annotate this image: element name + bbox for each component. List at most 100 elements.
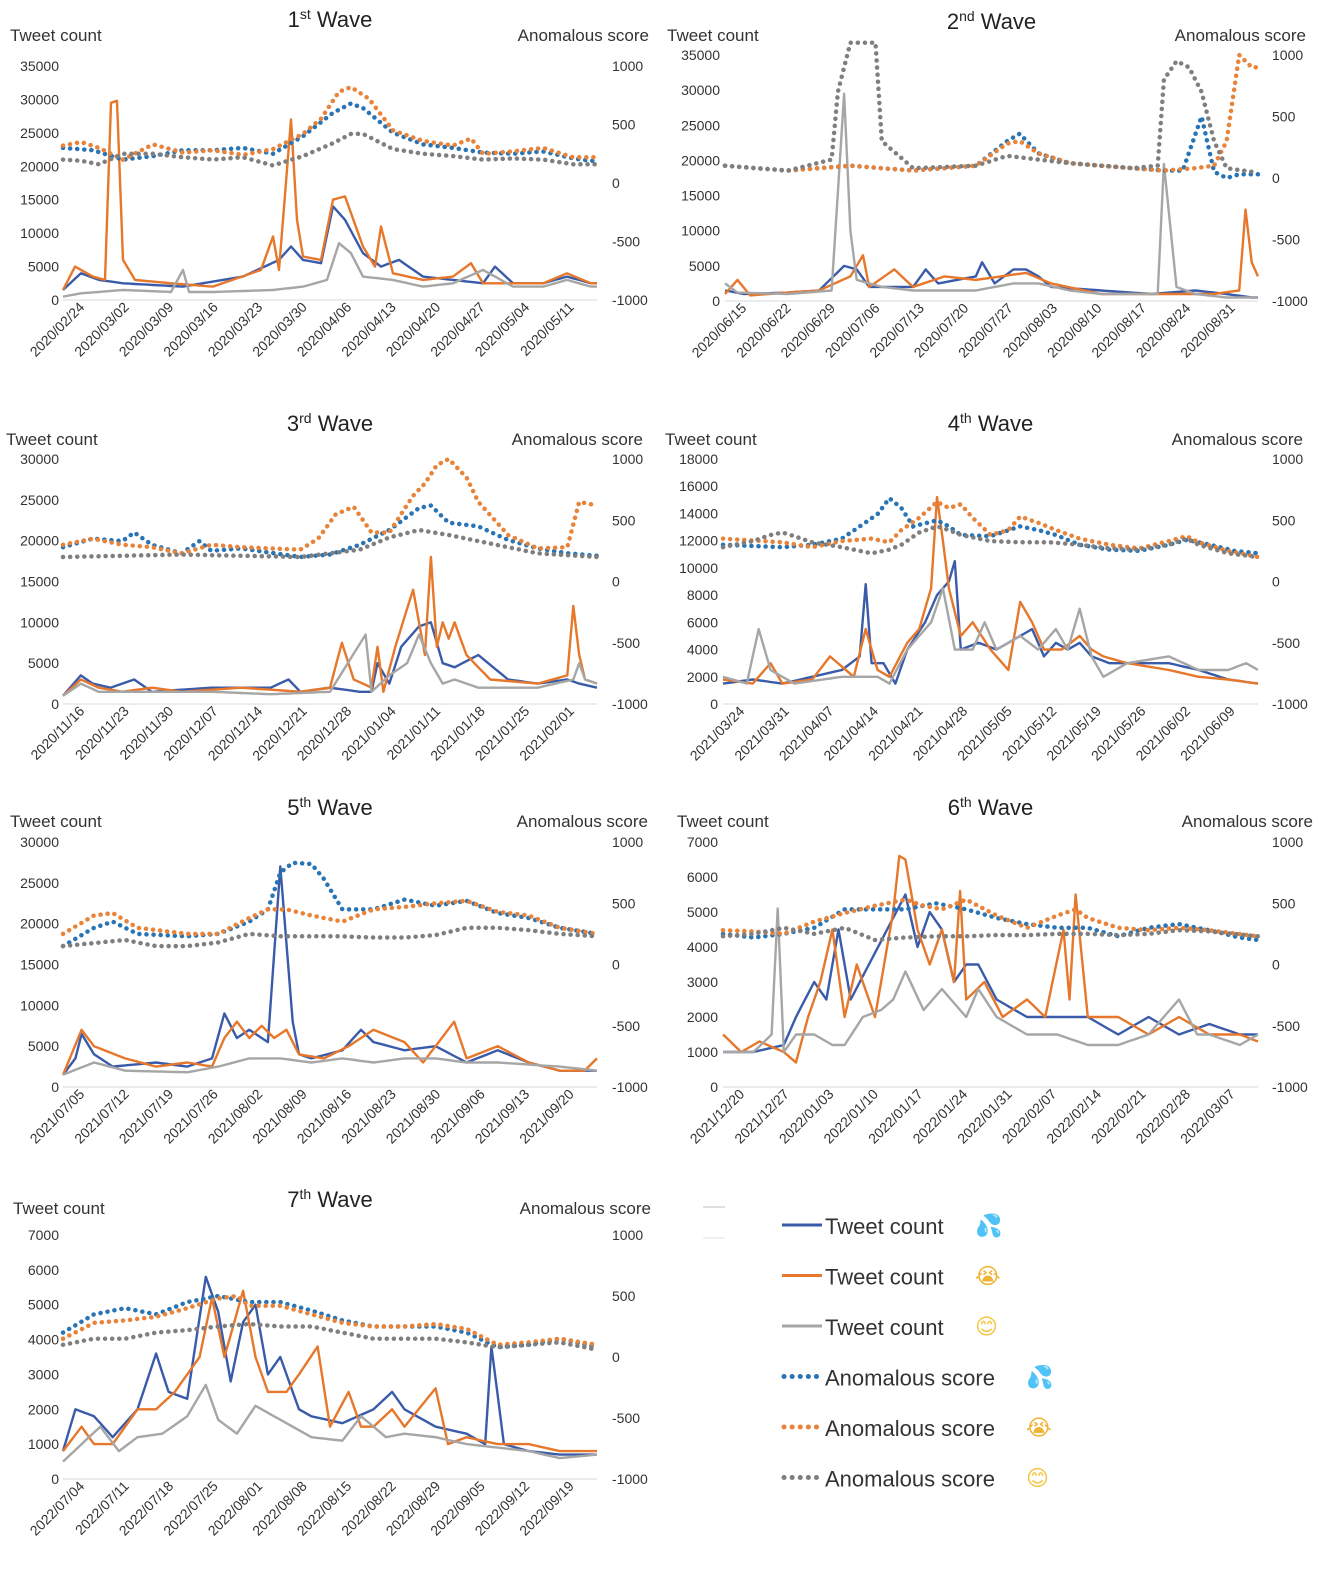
legend-emoji: 💦: [1026, 1363, 1053, 1391]
legend-item: Anomalous score 💦: [781, 1363, 1053, 1391]
series-tweet-count: [723, 907, 1259, 1054]
y-tick-label: 14000: [679, 505, 718, 521]
y2-tick-label: 0: [1272, 170, 1280, 186]
chart-title: 6th Wave: [948, 794, 1033, 820]
y2-axis-label: Anomalous score: [520, 1199, 651, 1218]
y-tick-label: 20000: [20, 533, 59, 549]
series-tweet-count: [61, 1020, 598, 1076]
y-tick-label: 10000: [679, 560, 718, 576]
y-tick-label: 4000: [28, 1332, 59, 1348]
y-tick-label: 20000: [20, 916, 59, 932]
y2-axis-label: Anomalous score: [518, 26, 649, 45]
y2-tick-label: 0: [612, 574, 620, 590]
y2-tick-label: 500: [1272, 512, 1296, 528]
y-tick-label: 0: [710, 696, 718, 712]
legend-label: Tweet count: [825, 1315, 944, 1340]
y-tick-label: 5000: [28, 259, 59, 275]
y2-tick-label: 500: [1272, 109, 1296, 125]
y2-tick-label: 500: [1272, 895, 1296, 911]
y2-axis-label: Anomalous score: [517, 812, 648, 831]
y-tick-label: 7000: [687, 834, 718, 850]
chart-panel-3: 3rd Wave Tweet count Anomalous score 0 500 0 1…: [6, 410, 648, 764]
y-tick-label: 1000: [28, 1436, 59, 1452]
series-anomalous-score: [720, 499, 1261, 560]
y-tick-label: 30000: [20, 91, 59, 107]
y-tick-label: 3000: [687, 974, 718, 990]
series-anomalous-score: [60, 503, 600, 560]
series-tweet-count: [62, 1289, 597, 1453]
y2-tick-label: 500: [612, 512, 636, 528]
series-tweet-count: [62, 241, 597, 298]
y2-tick-label: 500: [612, 895, 636, 911]
y2-tick-label: 1000: [612, 58, 643, 74]
y-tick-label: 4000: [687, 642, 718, 658]
y2-tick-label: -1000: [1272, 1079, 1308, 1095]
y-tick-label: 15000: [20, 957, 59, 973]
chart-title: 1st Wave: [288, 6, 373, 32]
y2-tick-label: -1000: [612, 696, 648, 712]
y-tick-label: 25000: [20, 875, 59, 891]
chart-panel-6: 6th Wave Tweet count Anomalous score 0 1000 2…: [677, 794, 1313, 1147]
y2-tick-label: 0: [612, 957, 620, 973]
y-tick-label: 1000: [687, 1044, 718, 1060]
legend-item: Anomalous score 😭: [781, 1415, 1052, 1441]
legend-label: Anomalous score: [825, 1416, 995, 1441]
chart-panel-4: 4th Wave Tweet count Anomalous score 0 2000 4…: [665, 410, 1308, 764]
chart-panel-7: 7th Wave Tweet count Anomalous score 0 1000 2…: [13, 1186, 651, 1539]
y-tick-label: 2000: [28, 1401, 59, 1417]
y-tick-label: 30000: [681, 82, 720, 98]
y2-tick-label: -500: [612, 234, 640, 250]
y-tick-label: 10000: [20, 614, 59, 630]
series-tweet-count: [62, 1383, 598, 1463]
y-tick-label: 2000: [687, 1009, 718, 1025]
y-tick-label: 5000: [28, 1297, 59, 1313]
y2-tick-label: 1000: [1272, 451, 1303, 467]
series-tweet-count: [722, 854, 1259, 1064]
y-tick-label: 0: [712, 293, 720, 309]
legend: Tweet count 💦Tweet count 😭Tweet count 😊Anom…: [781, 1211, 1053, 1492]
y2-tick-label: 500: [612, 1288, 636, 1304]
series-anomalous-score: [720, 897, 1261, 939]
y-tick-label: 20000: [681, 152, 720, 168]
series-tweet-count: [722, 559, 1259, 685]
y-tick-label: 15000: [20, 574, 59, 590]
y-tick-label: 6000: [28, 1262, 59, 1278]
y2-tick-label: -1000: [612, 1471, 648, 1487]
chart-title: 3rd Wave: [287, 410, 373, 436]
y-tick-label: 10000: [20, 225, 59, 241]
series-anomalous-score: [60, 1321, 600, 1352]
y2-tick-label: -1000: [1272, 696, 1308, 712]
y-tick-label: 6000: [687, 614, 718, 630]
y-tick-label: 30000: [20, 451, 59, 467]
y-tick-label: 2000: [687, 669, 718, 685]
y2-tick-label: -500: [1272, 635, 1300, 651]
series-anomalous-score: [722, 50, 1261, 173]
y-axis-label: Tweet count: [6, 430, 98, 449]
y-tick-label: 25000: [20, 492, 59, 508]
y2-tick-label: -1000: [1272, 293, 1308, 309]
y-tick-label: 0: [51, 696, 59, 712]
legend-label: Tweet count: [825, 1265, 944, 1290]
series-anomalous-score: [60, 131, 600, 168]
y-tick-label: 0: [51, 1471, 59, 1487]
series-anomalous-score: [720, 901, 1261, 943]
chart-title: 7th Wave: [287, 1186, 372, 1212]
y-tick-label: 15000: [681, 188, 720, 204]
legend-emoji: 😊: [975, 1314, 998, 1339]
y2-axis-label: Anomalous score: [512, 430, 643, 449]
series-tweet-count: [724, 208, 1260, 297]
y2-tick-label: -500: [612, 1410, 640, 1426]
y-tick-label: 0: [51, 292, 59, 308]
y2-tick-label: 1000: [612, 451, 643, 467]
y2-tick-label: 1000: [1272, 834, 1303, 850]
y-tick-label: 15000: [20, 192, 59, 208]
series-anomalous-score: [720, 524, 1261, 560]
y-tick-label: 20000: [20, 158, 59, 174]
y-tick-label: 5000: [689, 258, 720, 274]
y-tick-label: 18000: [679, 451, 718, 467]
chart-title: 4th Wave: [948, 410, 1033, 436]
y-tick-label: 6000: [687, 869, 718, 885]
